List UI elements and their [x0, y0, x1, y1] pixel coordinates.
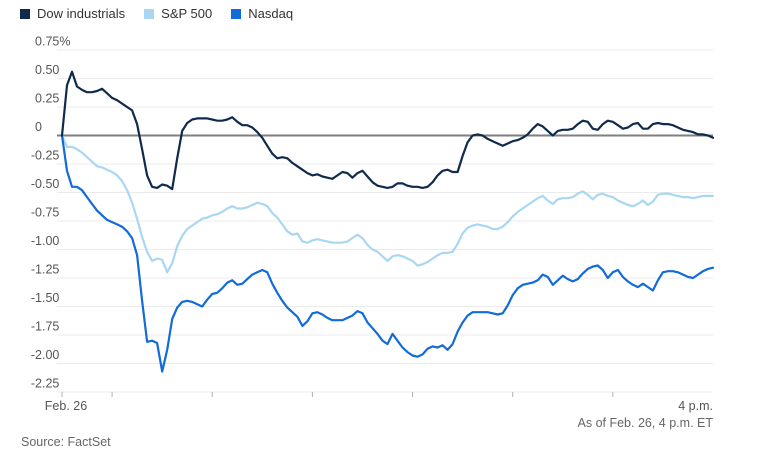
y-axis-label: 0 [35, 63, 42, 77]
y-axis-label: 0 [35, 92, 42, 106]
y-axis-label-fraction: .75 [42, 206, 59, 220]
legend-swatch-icon [231, 9, 242, 19]
y-axis-label-fraction: .25 [42, 149, 59, 163]
x-axis-label-start: Feb. 26 [45, 399, 87, 413]
y-axis-label: -1 [31, 263, 42, 277]
legend-label: Dow industrials [37, 6, 126, 21]
y-axis-label: -0 [31, 206, 42, 220]
y-axis-label-fraction: .75 [42, 320, 59, 334]
legend-item-0: Dow industrials [20, 7, 125, 21]
series-line-s-p-500 [60, 134, 715, 274]
y-axis-label: -2 [31, 377, 42, 391]
series-line-dow-industrials [60, 70, 715, 191]
y-axis-label: -1 [31, 291, 42, 305]
y-axis-label-fraction: .50 [42, 177, 59, 191]
y-axis-label-fraction: .50 [42, 291, 59, 305]
legend-swatch-icon [144, 9, 155, 19]
x-axis-label-end: 4 p.m. [678, 399, 713, 413]
legend-label: Nasdaq [248, 6, 294, 21]
legend-item-2: Nasdaq [231, 7, 293, 21]
y-axis-label: -1 [31, 320, 42, 334]
y-axis-label-fraction: .25 [42, 377, 59, 391]
y-axis-label: 0 [35, 120, 42, 134]
legend-label: S&P 500 [161, 6, 213, 21]
legend-item-1: S&P 500 [144, 7, 212, 21]
y-axis-label-fraction: .00 [42, 234, 59, 248]
chart-legend: Dow industrials S&P 500 Nasdaq [20, 7, 293, 21]
series-line-nasdaq [60, 134, 715, 373]
y-axis-label: -2 [31, 348, 42, 362]
y-axis-label-fraction: .75% [42, 35, 71, 49]
as-of-note: As of Feb. 26, 4 p.m. ET [577, 416, 713, 430]
source-note: Source: FactSet [21, 435, 111, 449]
y-axis-label-fraction: .00 [42, 348, 59, 362]
y-axis-label-fraction: .25 [42, 263, 59, 277]
y-axis-label: -0 [31, 149, 42, 163]
y-axis-label: -0 [31, 177, 42, 191]
legend-swatch-icon [20, 9, 30, 19]
y-axis-label: -1 [31, 234, 42, 248]
y-axis-label-fraction: .25 [42, 92, 59, 106]
y-axis-label: 0 [35, 35, 42, 49]
y-axis-label-fraction: .50 [42, 63, 59, 77]
